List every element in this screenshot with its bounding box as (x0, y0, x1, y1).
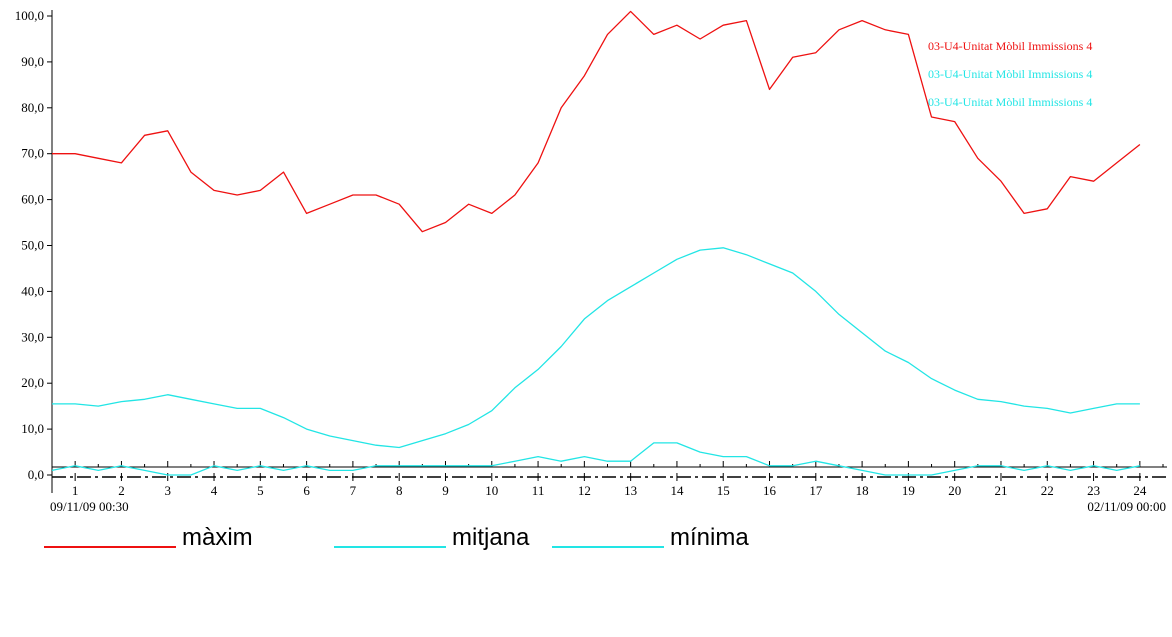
x-tick-label: 2 (118, 483, 125, 498)
legend-label-maxim: màxim (182, 524, 253, 551)
x-tick-label: 23 (1087, 483, 1100, 498)
x-tick-label: 18 (856, 483, 869, 498)
y-axis: 100,0 90,0 80,0 70,0 60,0 50,0 40,0 30,0 20,0 10,… (15, 8, 53, 493)
x-tick-label: 9 (442, 483, 449, 498)
x-tick-label: 24 (1133, 483, 1147, 498)
legend-item-minima: mínima (552, 524, 749, 552)
x-tick-label: 19 (902, 483, 915, 498)
x-tick-label: 13 (624, 483, 637, 498)
legend-label-mitjana: mitjana (452, 524, 530, 551)
y-tick-label: 10,0 (21, 421, 44, 436)
legend-item-mitjana: mitjana (334, 524, 529, 552)
x-tick-label: 10 (485, 483, 498, 498)
x-end-label: 02/11/09 00:00 (1087, 499, 1166, 514)
x-tick-label: 15 (717, 483, 730, 498)
y-tick-label: 40,0 (21, 283, 44, 298)
series-label-0: 03-U4-Unitat Mòbil Immissions 4 (928, 39, 1092, 53)
y-tick-label: 20,0 (21, 375, 44, 390)
series-labels: 03-U4-Unitat Mòbil Immissions 4 03-U4-Uni… (928, 39, 1092, 109)
x-tick-label: 14 (670, 483, 684, 498)
x-tick-label: 1 (72, 483, 79, 498)
x-tick-label: 3 (164, 483, 171, 498)
x-tick-label: 12 (578, 483, 591, 498)
line-chart: 100,090,080,070,060,050,040,030,020,010,… (15, 8, 1167, 514)
y-tick-label: 0,0 (28, 467, 44, 482)
x-tick-label: 7 (350, 483, 357, 498)
y-tick-label: 70,0 (21, 146, 44, 161)
series-line-2 (51, 442, 1141, 476)
legend-item-maxim: màxim (44, 524, 253, 552)
series-label-2: 03-U4-Unitat Mòbil Immissions 4 (928, 95, 1092, 109)
x-tick-label: 6 (303, 483, 310, 498)
x-tick-label: 5 (257, 483, 264, 498)
x-start-label: 09/11/09 00:30 (50, 499, 129, 514)
x-tick-label: 22 (1041, 483, 1054, 498)
y-tick-label: 100,0 (15, 8, 44, 23)
x-tick-label: 11 (532, 483, 545, 498)
legend-line-maxim (44, 546, 176, 548)
y-tick-label: 50,0 (21, 238, 44, 253)
x-axis: 1 2 3 4 5 6 7 8 9 10 11 12 13 14 15 16 17 18 19 20 21 22 23 240… (50, 461, 1167, 514)
x-tick-label: 21 (994, 483, 1007, 498)
series-label-1: 03-U4-Unitat Mòbil Immissions 4 (928, 67, 1092, 81)
x-tick-label: 17 (809, 483, 823, 498)
legend-label-minima: mínima (670, 524, 749, 551)
series-line-0 (52, 10, 1141, 233)
y-tick-label: 60,0 (21, 192, 44, 207)
legend-line-minima (552, 546, 664, 548)
plot-lines (51, 10, 1141, 476)
legend: màxim mitjana mínima (40, 524, 1140, 564)
x-tick-label: 16 (763, 483, 777, 498)
x-tick-label: 8 (396, 483, 403, 498)
x-tick-label: 20 (948, 483, 961, 498)
x-tick-label: 4 (211, 483, 218, 498)
series-line-1 (52, 247, 1140, 449)
y-tick-label: 30,0 (21, 329, 44, 344)
legend-line-mitjana (334, 546, 446, 548)
y-tick-label: 90,0 (21, 54, 44, 69)
y-tick-label: 80,0 (21, 100, 44, 115)
